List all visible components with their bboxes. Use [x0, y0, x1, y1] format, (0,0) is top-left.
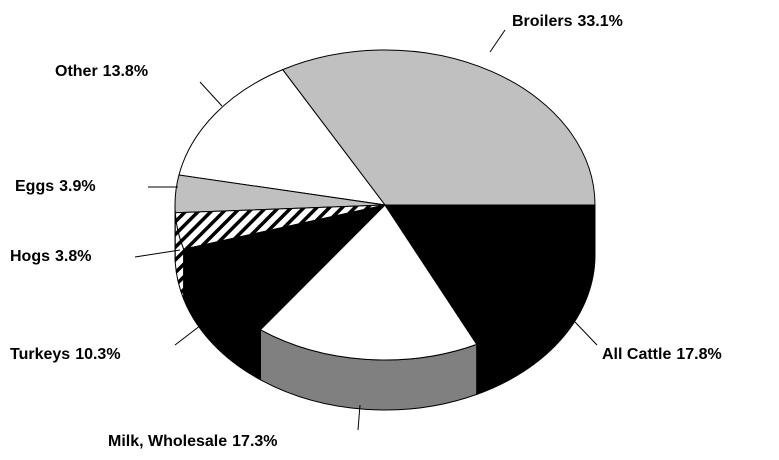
slice-label: Broilers 33.1%: [512, 13, 623, 30]
category-name: Turkeys: [10, 346, 70, 363]
slice-label: All Cattle 17.8%: [602, 346, 722, 363]
value-label: 10.3%: [75, 346, 120, 363]
pie-tops: [174, 49, 596, 361]
category-name: Hogs: [10, 248, 50, 265]
slice: [384, 204, 596, 346]
value-label: 13.8%: [103, 63, 148, 80]
category-name: Milk, Wholesale: [108, 433, 227, 450]
pie-sides: [174, 204, 596, 411]
leader-line: [574, 321, 598, 346]
value-label: 17.8%: [676, 346, 721, 363]
leader-line: [489, 29, 506, 53]
category-name: Other: [55, 63, 98, 80]
leader-line: [357, 404, 361, 431]
slice-label: Eggs 3.9%: [15, 178, 96, 195]
slice: [281, 49, 596, 206]
category-name: Eggs: [15, 178, 54, 195]
category-name: Broilers: [512, 13, 573, 30]
leader-line: [199, 81, 223, 107]
leader-line: [174, 321, 206, 346]
slice-label: Hogs 3.8%: [10, 248, 91, 265]
slice: [178, 69, 387, 206]
labels: Broilers 33.1% Other 13.8% Eggs 3.9% Hogs 3.8% T…: [10, 13, 722, 450]
value-label: 17.3%: [232, 433, 277, 450]
slice-label: Other 13.8%: [55, 63, 148, 80]
slice: [183, 204, 387, 331]
value-label: 3.8%: [55, 248, 91, 265]
value-label: 3.9%: [59, 178, 95, 195]
category-name: All Cattle: [602, 346, 671, 363]
value-label: 33.1%: [577, 13, 622, 30]
slice-label: Turkeys 10.3%: [10, 346, 121, 363]
leader-line: [134, 249, 181, 258]
slice: [259, 204, 478, 361]
slice-label: Milk, Wholesale 17.3%: [108, 433, 278, 450]
